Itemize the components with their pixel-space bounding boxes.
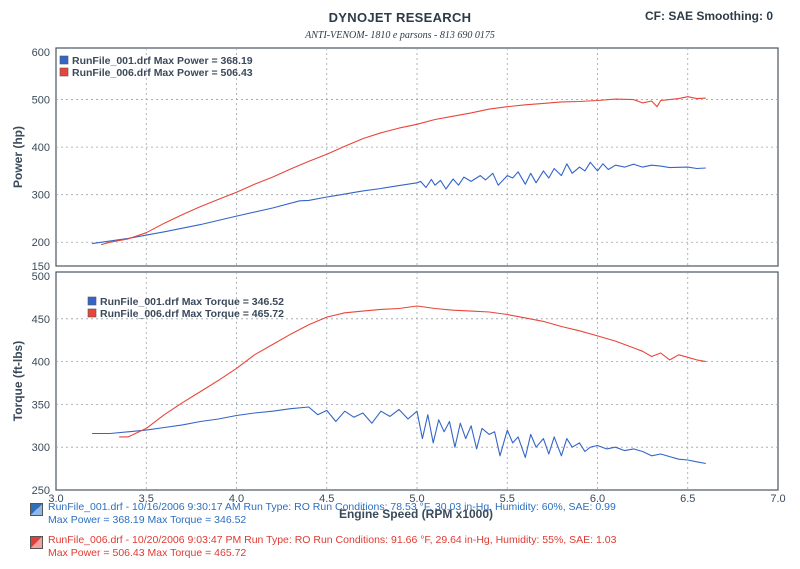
series-line-run1	[92, 406, 706, 465]
legend-swatch	[87, 296, 97, 306]
chart-subtitle: ANTI-VENOM- 1810 e parsons - 813 690 017…	[305, 30, 495, 41]
y-tick-label: 200	[32, 237, 50, 249]
y-tick-label: 150	[32, 261, 50, 273]
y-tick-label: 500	[32, 95, 50, 107]
run2-swatch	[30, 536, 43, 549]
x-tick-label: 4.0	[229, 493, 244, 505]
series-line-run2	[119, 305, 706, 438]
y-tick-label: 450	[32, 314, 50, 326]
series-line-run2	[100, 96, 706, 246]
y-tick-label: 300	[32, 442, 50, 454]
x-axis-label: Engine Speed (RPM x1000)	[339, 507, 493, 521]
x-tick-label: 6.0	[590, 493, 605, 505]
legend-label: RunFile_001.drf Max Power = 368.19	[72, 55, 253, 67]
legend-swatch	[59, 55, 69, 65]
y-tick-label: 300	[32, 190, 50, 202]
legend-label: RunFile_001.drf Max Torque = 346.52	[100, 296, 284, 308]
x-tick-label: 7.0	[770, 493, 785, 505]
x-tick-label: 3.5	[139, 493, 154, 505]
y-tick-label: 500	[32, 271, 50, 283]
legend-swatch	[87, 308, 97, 318]
y-tick-label: 400	[32, 142, 50, 154]
y-tick-label: 250	[32, 485, 50, 497]
y-tick-label: 600	[32, 47, 50, 59]
x-tick-label: 4.5	[319, 493, 334, 505]
run1-footer-line1: RunFile_001.drf - 10/16/2006 9:30:17 AM …	[48, 501, 616, 513]
run2-footer-line2: Max Power = 506.43 Max Torque = 465.72	[48, 547, 247, 559]
legend-label: RunFile_006.drf Max Power = 506.43	[72, 67, 253, 79]
x-tick-label: 6.5	[680, 493, 695, 505]
y-tick-label: 350	[32, 399, 50, 411]
y-axis-label: Torque (ft-lbs)	[11, 341, 25, 421]
legend-swatch	[59, 67, 69, 77]
run1-swatch	[30, 503, 43, 516]
series-line-run1	[92, 161, 706, 245]
x-tick-label: 5.5	[500, 493, 515, 505]
x-tick-label: 5.0	[409, 493, 424, 505]
run2-footer-line1: RunFile_006.drf - 10/20/2006 9:03:47 PM …	[48, 534, 617, 546]
correction-factor-label: CF: SAE Smoothing: 0	[645, 9, 773, 23]
legend-label: RunFile_006.drf Max Torque = 465.72	[100, 308, 284, 320]
y-tick-label: 400	[32, 357, 50, 369]
run1-footer-line2: Max Power = 368.19 Max Torque = 346.52	[48, 514, 247, 526]
x-tick-label: 3.0	[48, 493, 63, 505]
y-axis-label: Power (hp)	[11, 126, 25, 188]
chart-title: DYNOJET RESEARCH	[328, 10, 472, 25]
